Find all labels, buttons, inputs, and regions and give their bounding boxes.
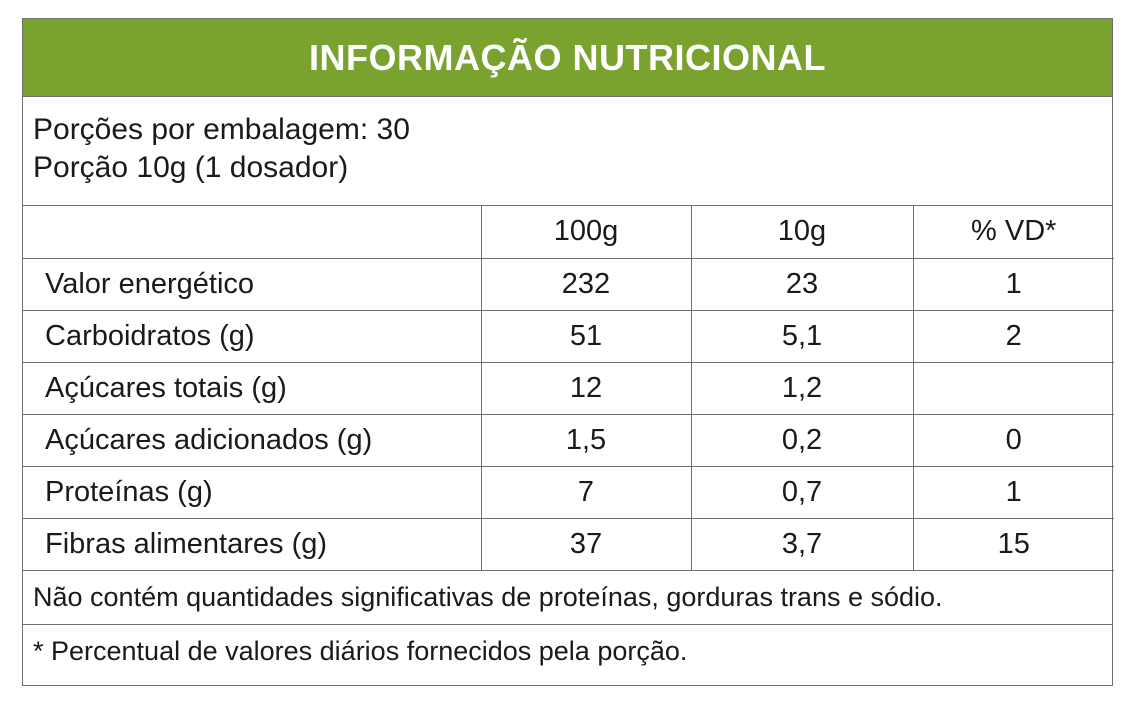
nutrition-header: INFORMAÇÃO NUTRICIONAL <box>23 19 1112 97</box>
not-significant-note: Não contém quantidades significativas de… <box>23 571 1112 625</box>
table-row: Açúcares totais (g) 12 1,2 <box>23 362 1114 415</box>
nutrient-name: Açúcares adicionados (g) <box>23 414 482 467</box>
nutrition-facts-panel: INFORMAÇÃO NUTRICIONAL Porções por embal… <box>22 18 1114 686</box>
value-vd: 15 <box>913 518 1114 571</box>
portions-per-package: Porções por embalagem: 30 <box>33 113 410 146</box>
value-vd: 0 <box>913 414 1114 467</box>
table-row: Proteínas (g) 7 0,7 1 <box>23 466 1114 519</box>
nutrition-title: INFORMAÇÃO NUTRICIONAL <box>309 36 826 78</box>
value-per-10g: 5,1 <box>691 310 914 363</box>
value-vd: 1 <box>913 466 1114 519</box>
nutrition-table: 100g 10g % VD* Valor energético 232 23 1… <box>23 206 1114 571</box>
nutrient-name: Proteínas (g) <box>23 466 482 519</box>
value-per-10g: 0,2 <box>691 414 914 467</box>
nutrient-name: Valor energético <box>23 258 482 311</box>
column-header-vd: % VD* <box>913 206 1114 259</box>
table-row: Valor energético 232 23 1 <box>23 258 1114 311</box>
table-row: Açúcares adicionados (g) 1,5 0,2 0 <box>23 414 1114 467</box>
value-vd <box>913 362 1114 415</box>
nutrient-name: Açúcares totais (g) <box>23 362 482 415</box>
nutrient-name: Fibras alimentares (g) <box>23 518 482 571</box>
portion-size: Porção 10g (1 dosador) <box>33 151 349 184</box>
vd-footnote: * Percentual de valores diários fornecid… <box>33 636 688 666</box>
column-header-100g: 100g <box>481 206 692 259</box>
value-per-10g: 1,2 <box>691 362 914 415</box>
value-per-100g: 1,5 <box>481 414 692 467</box>
value-per-100g: 7 <box>481 466 692 519</box>
value-per-10g: 3,7 <box>691 518 914 571</box>
value-per-10g: 0,7 <box>691 466 914 519</box>
value-per-100g: 232 <box>481 258 692 311</box>
value-vd: 1 <box>913 258 1114 311</box>
table-row: Carboidratos (g) 51 5,1 2 <box>23 310 1114 363</box>
column-header-10g: 10g <box>691 206 914 259</box>
value-per-100g: 51 <box>481 310 692 363</box>
serving-info: Porções por embalagem: 30 Porção 10g (1 … <box>23 97 1112 206</box>
value-vd: 2 <box>913 310 1114 363</box>
column-header-nutrient <box>23 206 482 259</box>
value-per-10g: 23 <box>691 258 914 311</box>
value-per-100g: 12 <box>481 362 692 415</box>
nutrient-name: Carboidratos (g) <box>23 310 482 363</box>
table-header-row: 100g 10g % VD* <box>23 206 1114 259</box>
value-per-100g: 37 <box>481 518 692 571</box>
table-row: Fibras alimentares (g) 37 3,7 15 <box>23 518 1114 571</box>
